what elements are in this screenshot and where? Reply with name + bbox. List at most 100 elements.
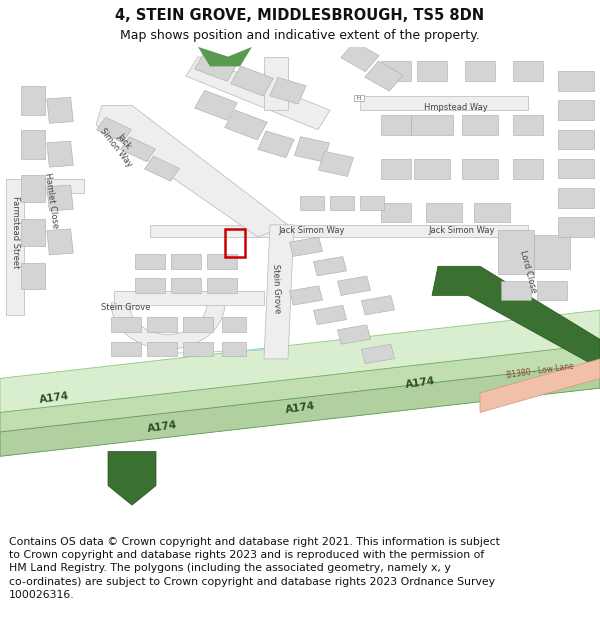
Text: Jack Simon Way: Jack Simon Way: [279, 226, 345, 235]
Bar: [222, 318, 246, 332]
Bar: [558, 71, 594, 91]
Bar: [183, 318, 213, 332]
Text: Hamlet Close: Hamlet Close: [43, 172, 59, 229]
Bar: [381, 203, 411, 222]
Bar: [330, 196, 354, 210]
Bar: [147, 342, 177, 356]
Bar: [558, 159, 594, 179]
Bar: [21, 262, 45, 289]
Bar: [47, 229, 73, 255]
Bar: [381, 61, 411, 81]
Bar: [361, 344, 395, 364]
Bar: [361, 296, 395, 315]
Polygon shape: [150, 225, 528, 237]
Bar: [97, 118, 131, 142]
Polygon shape: [480, 359, 600, 413]
Text: Farmstead Street: Farmstead Street: [10, 196, 20, 268]
Bar: [300, 196, 324, 210]
Text: Hmpstead Way: Hmpstead Way: [424, 103, 488, 112]
Bar: [381, 159, 411, 179]
Bar: [360, 196, 384, 210]
Bar: [558, 217, 594, 237]
Bar: [224, 110, 268, 140]
Text: A174: A174: [146, 420, 178, 434]
Bar: [207, 254, 237, 269]
Bar: [513, 115, 543, 134]
Text: A174: A174: [404, 376, 436, 390]
Bar: [222, 342, 246, 356]
Bar: [47, 185, 73, 211]
Polygon shape: [96, 106, 288, 237]
Text: Contains OS data © Crown copyright and database right 2021. This information is : Contains OS data © Crown copyright and d…: [9, 537, 500, 600]
Bar: [414, 159, 450, 179]
Text: A174: A174: [284, 401, 316, 414]
Bar: [194, 51, 238, 81]
Bar: [207, 279, 237, 293]
Bar: [47, 141, 73, 167]
Polygon shape: [0, 364, 600, 456]
Bar: [313, 306, 347, 324]
Bar: [135, 254, 165, 269]
Bar: [354, 94, 364, 101]
Polygon shape: [114, 291, 264, 305]
Text: Map shows position and indicative extent of the property.: Map shows position and indicative extent…: [120, 29, 480, 42]
Bar: [270, 78, 306, 104]
Bar: [465, 61, 495, 81]
Bar: [21, 219, 45, 246]
Bar: [513, 61, 543, 81]
Bar: [147, 318, 177, 332]
Bar: [183, 342, 213, 356]
Text: H: H: [357, 96, 361, 101]
Bar: [289, 286, 323, 305]
Bar: [462, 115, 498, 134]
Polygon shape: [108, 451, 156, 505]
Bar: [337, 325, 371, 344]
Bar: [171, 279, 201, 293]
Polygon shape: [6, 179, 24, 315]
Text: Jack Simon Way: Jack Simon Way: [429, 226, 495, 235]
Bar: [426, 203, 462, 222]
Text: 4, STEIN GROVE, MIDDLESBROUGH, TS5 8DN: 4, STEIN GROVE, MIDDLESBROUGH, TS5 8DN: [115, 8, 485, 23]
Bar: [501, 281, 531, 301]
Text: A174: A174: [38, 391, 70, 405]
Bar: [289, 237, 323, 256]
Polygon shape: [0, 344, 600, 437]
Bar: [319, 151, 353, 176]
Polygon shape: [264, 57, 288, 110]
Polygon shape: [198, 47, 252, 66]
Polygon shape: [360, 96, 528, 110]
Bar: [513, 159, 543, 179]
Bar: [295, 137, 329, 162]
Polygon shape: [24, 179, 84, 193]
Bar: [145, 156, 179, 181]
Bar: [341, 42, 379, 72]
Bar: [411, 115, 453, 134]
Text: Stein Grove: Stein Grove: [101, 303, 151, 312]
Bar: [498, 230, 534, 274]
Bar: [313, 257, 347, 276]
Polygon shape: [186, 57, 330, 130]
Text: Lord Close: Lord Close: [518, 249, 538, 294]
Polygon shape: [432, 266, 600, 369]
Bar: [474, 203, 510, 222]
Bar: [230, 66, 274, 96]
Bar: [258, 131, 294, 158]
Bar: [558, 188, 594, 208]
Text: Stein Grove: Stein Grove: [271, 263, 281, 313]
Polygon shape: [264, 225, 294, 359]
Bar: [47, 98, 73, 123]
Bar: [111, 342, 141, 356]
Polygon shape: [111, 302, 225, 349]
Bar: [194, 91, 238, 121]
Bar: [171, 254, 201, 269]
Bar: [462, 159, 498, 179]
Bar: [534, 234, 570, 269]
Bar: [21, 86, 45, 115]
Polygon shape: [0, 310, 600, 418]
Text: B1380 - Low Lane: B1380 - Low Lane: [506, 362, 574, 380]
Bar: [111, 318, 141, 332]
Bar: [21, 130, 45, 159]
Bar: [558, 130, 594, 149]
Bar: [225, 229, 245, 258]
Bar: [537, 281, 567, 301]
